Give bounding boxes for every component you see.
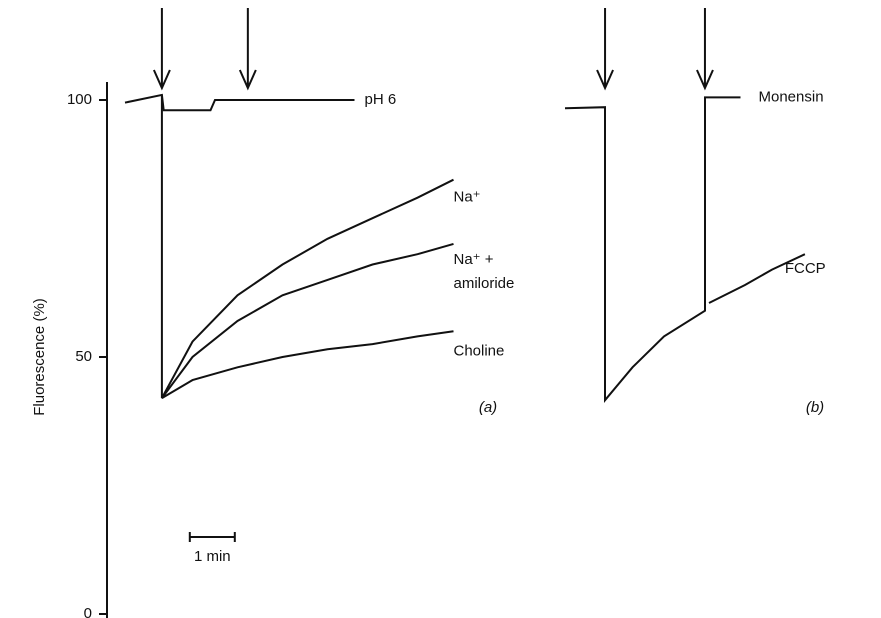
y-tick-label: 100 [67, 91, 92, 108]
series-label: Na⁺ + amiloride [454, 251, 515, 292]
panel-label: (b) [806, 399, 824, 416]
arrow [596, 8, 614, 91]
arrow [696, 8, 714, 91]
arrow [238, 8, 257, 91]
arrow [152, 8, 171, 91]
trace [160, 94, 454, 399]
series-label: Monensin [759, 88, 824, 105]
trace [124, 93, 355, 112]
panel-label: (a) [479, 399, 497, 416]
y-axis-label: Fluorescence (%) [31, 298, 48, 416]
y-tick-label: 50 [75, 348, 92, 365]
scale-bar [188, 532, 236, 542]
series-label: Na⁺ [454, 189, 481, 206]
trace [708, 253, 806, 304]
scale-bar-label: 1 min [194, 548, 231, 565]
series-label: pH 6 [365, 91, 397, 108]
trace [161, 330, 454, 399]
series-label: Choline [454, 342, 505, 359]
trace [161, 242, 454, 399]
y-tick-label: 0 [84, 605, 92, 618]
trace [564, 96, 741, 403]
series-label: FCCP [785, 260, 826, 277]
